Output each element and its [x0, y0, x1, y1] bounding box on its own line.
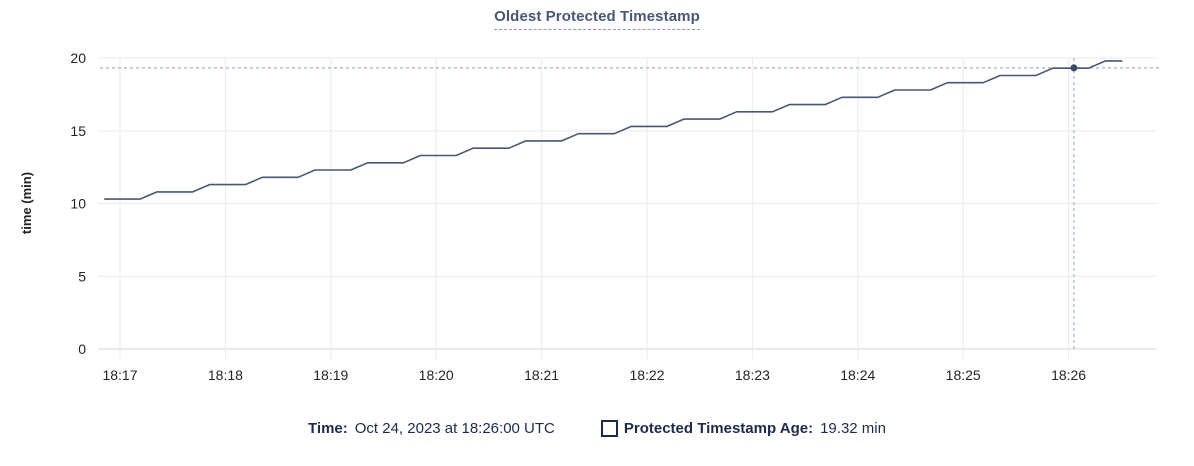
legend-series-checkbox[interactable] [600, 420, 618, 437]
legend-series-label: Protected Timestamp Age: [623, 420, 814, 437]
x-tick-label: 18:19 [313, 367, 348, 383]
y-tick-label: 0 [78, 341, 86, 357]
x-tick-label: 18:26 [1051, 367, 1086, 383]
x-tick-label: 18:24 [840, 367, 875, 383]
hover-dot [1070, 64, 1078, 72]
legend-series-value: 19.32 min [820, 420, 886, 437]
series-line [104, 60, 1123, 200]
x-tick-label: 18:21 [524, 367, 559, 383]
x-tick-label: 18:17 [102, 367, 137, 383]
chart-title-row: Oldest Protected Timestamp [0, 8, 1194, 30]
y-axis-label: time (min) [19, 172, 34, 234]
x-tick-label: 18:23 [735, 367, 770, 383]
legend-time-value: Oct 24, 2023 at 18:26:00 UTC [354, 420, 555, 437]
chart-legend: Time: Oct 24, 2023 at 18:26:00 UTC Prote… [0, 420, 1194, 437]
y-tick-label: 5 [78, 268, 86, 284]
y-tick-label: 15 [70, 123, 86, 139]
chart-title[interactable]: Oldest Protected Timestamp [494, 8, 700, 30]
x-tick-label: 18:22 [629, 367, 664, 383]
y-tick-label: 10 [70, 196, 86, 212]
x-tick-label: 18:18 [208, 367, 243, 383]
x-tick-label: 18:25 [946, 367, 981, 383]
x-tick-label: 18:20 [419, 367, 454, 383]
line-chart[interactable]: 0 5 10 15 20 18:17 18:18 18:19 18:20 18:21 18:22 18… [0, 0, 1194, 400]
y-tick-label: 20 [70, 50, 86, 66]
legend-time-label: Time: [308, 420, 348, 437]
